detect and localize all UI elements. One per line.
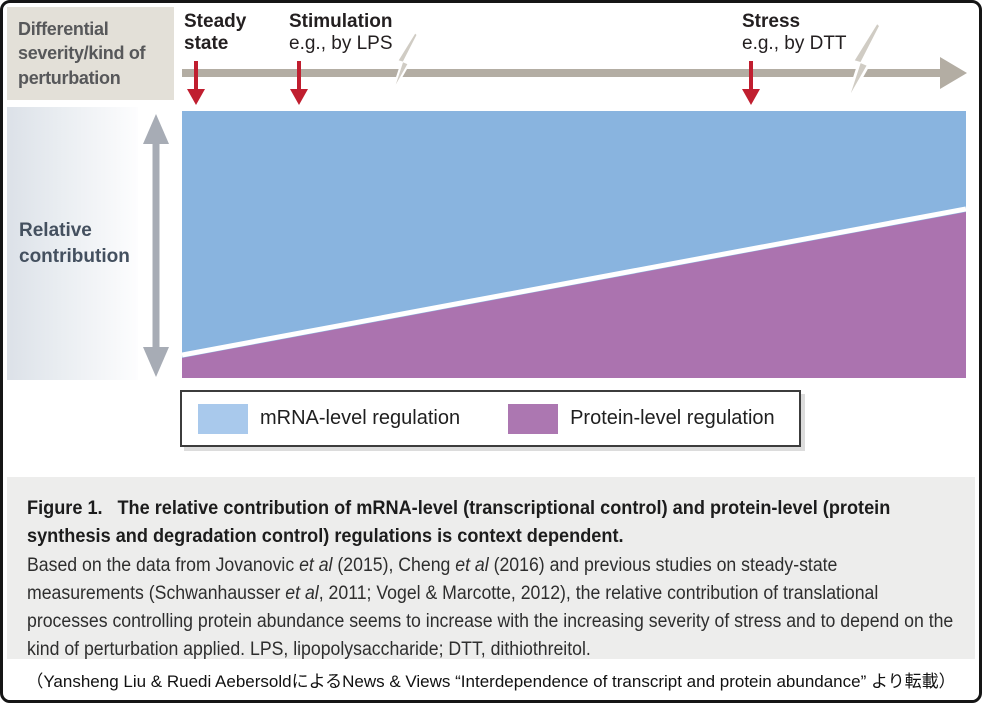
down-arrow-icon (742, 61, 760, 105)
caption-title: Figure 1. The relative contribution of mR… (27, 494, 955, 550)
legend-label-mrna: mRNA-level regulation (260, 407, 461, 429)
perturbation-axis-label-box: Differential severity/kind of perturbati… (7, 7, 174, 100)
marker-stimulation: Stimulation e.g., by LPS (289, 11, 419, 55)
y-axis-label-box: Relative contribution (7, 107, 138, 380)
y-axis-label: Relative contribution (19, 219, 130, 267)
legend-label-protein: Protein-level regulation (570, 407, 775, 429)
marker-stress: Stress e.g., by DTT (742, 11, 872, 55)
footer-credit-bar: （Yansheng Liu & Ruedi AebersoldによるNews &… (7, 659, 975, 700)
legend-item-mrna: mRNA-level regulation (198, 403, 461, 434)
figure-caption: Figure 1. The relative contribution of mR… (7, 477, 975, 660)
severity-axis-arrow-icon (182, 57, 967, 89)
mrna-color-swatch (198, 403, 248, 434)
down-arrow-icon (290, 61, 308, 105)
chart-legend: mRNA-level regulation Protein-level regu… (180, 390, 801, 447)
perturbation-axis-label: Differential severity/kind of perturbati… (18, 19, 146, 88)
figure-label: Figure 1. (27, 497, 103, 519)
protein-color-swatch (508, 403, 559, 434)
caption-body: Based on the data from Jovanovic et al (… (27, 555, 954, 660)
protein-regulation-area (182, 212, 966, 378)
marker-steady-state-title: Steady state (184, 11, 247, 54)
marker-steady-state: Steady state (184, 11, 258, 55)
down-arrow-icon (187, 61, 205, 105)
marker-stress-subtitle: e.g., by DTT (742, 33, 847, 54)
lightning-bolt-icon (390, 32, 420, 94)
lightning-bolt-icon (843, 22, 883, 106)
vertical-double-arrow-icon (143, 114, 169, 377)
footer-credit-text: （Yansheng Liu & Ruedi AebersoldによるNews &… (26, 672, 956, 691)
chart-area (182, 111, 966, 378)
caption-title-text: The relative contribution of mRNA-level … (27, 497, 891, 547)
area-divider-line (182, 206, 966, 358)
marker-stimulation-title: Stimulation (289, 11, 393, 32)
legend-item-protein: Protein-level regulation (508, 403, 775, 434)
marker-stimulation-subtitle: e.g., by LPS (289, 33, 393, 54)
marker-stress-title: Stress (742, 11, 801, 32)
